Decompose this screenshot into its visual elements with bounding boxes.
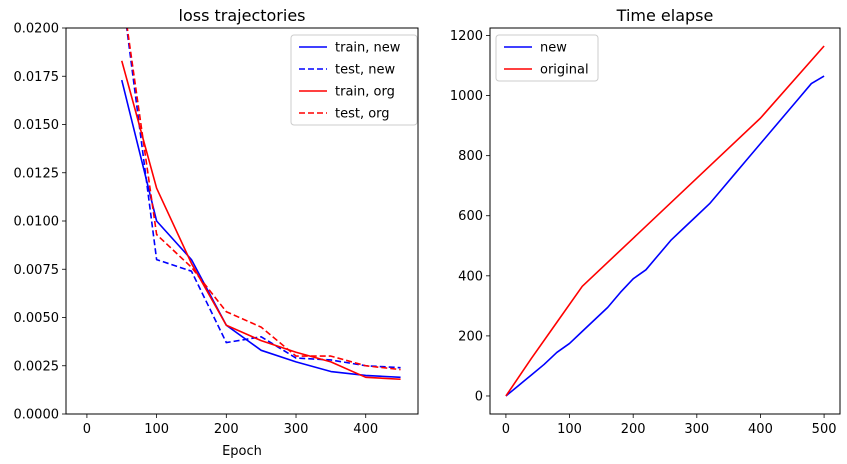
time-chart-frame xyxy=(489,27,841,415)
loss-chart-legend-label: train, new xyxy=(335,41,401,56)
loss-chart-legend: train, new test, new train, org test, org xyxy=(290,34,418,126)
loss-chart-x-tick-label: 0 xyxy=(83,422,91,437)
loss-chart-y-tick-label: 0.0100 xyxy=(14,215,60,230)
time-chart-y-tick-label: 1200 xyxy=(450,29,483,44)
loss-chart-x-tick-label: 400 xyxy=(353,422,378,437)
time-chart-x-axis: 0 100 200 300 400 500 xyxy=(502,414,837,437)
time-chart-y-tick-label: 200 xyxy=(458,329,483,344)
time-chart-y-tick-label: 1000 xyxy=(450,89,483,104)
time-chart-legend-label: new xyxy=(540,41,567,56)
time-chart-legend-label: original xyxy=(540,63,589,78)
time-chart-title: Time elapse xyxy=(616,6,714,25)
loss-chart-y-tick-label: 0.0125 xyxy=(14,166,60,181)
loss-chart-y-axis: 0.0000 0.0025 0.0050 0.0075 0.0100 0.0125 0.01… xyxy=(14,22,66,423)
time-chart-x-tick-label: 500 xyxy=(812,422,837,437)
loss-chart-x-tick-label: 300 xyxy=(284,422,309,437)
loss-chart-legend-label: test, org xyxy=(335,107,390,122)
loss-chart-x-tick-label: 100 xyxy=(144,422,169,437)
time-chart-x-tick-label: 100 xyxy=(557,422,582,437)
loss-chart-x-label: Epoch xyxy=(222,444,262,459)
loss-chart-series-test-org xyxy=(126,28,401,371)
loss-chart-series-train-org xyxy=(120,60,401,381)
loss-chart-legend-box xyxy=(290,34,418,126)
time-chart-x-tick-label: 300 xyxy=(684,422,709,437)
time-chart-y-tick-label: 0 xyxy=(475,389,483,404)
loss-chart-x-axis: 0 100 200 300 400 xyxy=(83,414,378,437)
time-chart-x-tick-label: 400 xyxy=(748,422,773,437)
loss-chart-y-tick-label: 0.0200 xyxy=(14,22,60,37)
loss-chart-y-tick-label: 0.0025 xyxy=(14,359,60,374)
time-chart-y-tick-label: 800 xyxy=(458,149,483,164)
loss-chart-series-test-new xyxy=(125,28,401,369)
loss-chart: loss trajectories 0 100 200 300 400 0.00000.… xyxy=(14,6,419,459)
time-chart-x-tick-label: 200 xyxy=(621,422,646,437)
time-chart-y-tick-label: 400 xyxy=(458,269,483,284)
loss-chart-y-tick-label: 0.0150 xyxy=(14,118,60,133)
time-chart-series-original xyxy=(505,45,825,397)
loss-chart-y-tick-label: 0.0000 xyxy=(14,408,60,423)
time-chart-y-axis: 0 200 400 600 800 1000 1200 xyxy=(450,29,490,404)
loss-chart-x-tick-label: 200 xyxy=(214,422,239,437)
loss-chart-plot-area xyxy=(120,28,401,381)
time-chart-plot-area xyxy=(505,45,825,397)
loss-chart-y-tick-label: 0.0075 xyxy=(14,263,60,278)
time-chart-y-tick-label: 600 xyxy=(458,209,483,224)
time-chart-legend: new original xyxy=(495,34,599,82)
time-chart-series-new xyxy=(505,75,825,397)
time-chart-x-tick-label: 0 xyxy=(502,422,510,437)
loss-chart-legend-label: test, new xyxy=(335,63,395,78)
loss-chart-y-tick-label: 0.0175 xyxy=(14,70,60,85)
loss-chart-legend-label: train, org xyxy=(335,85,395,100)
loss-chart-title: loss trajectories xyxy=(179,6,306,25)
loss-chart-series-train-new xyxy=(120,79,401,379)
loss-chart-y-tick-label: 0.0050 xyxy=(14,311,60,326)
time-chart: Time elapse 0 100 200 300 400 500 0 200 400 600 8… xyxy=(450,6,841,437)
